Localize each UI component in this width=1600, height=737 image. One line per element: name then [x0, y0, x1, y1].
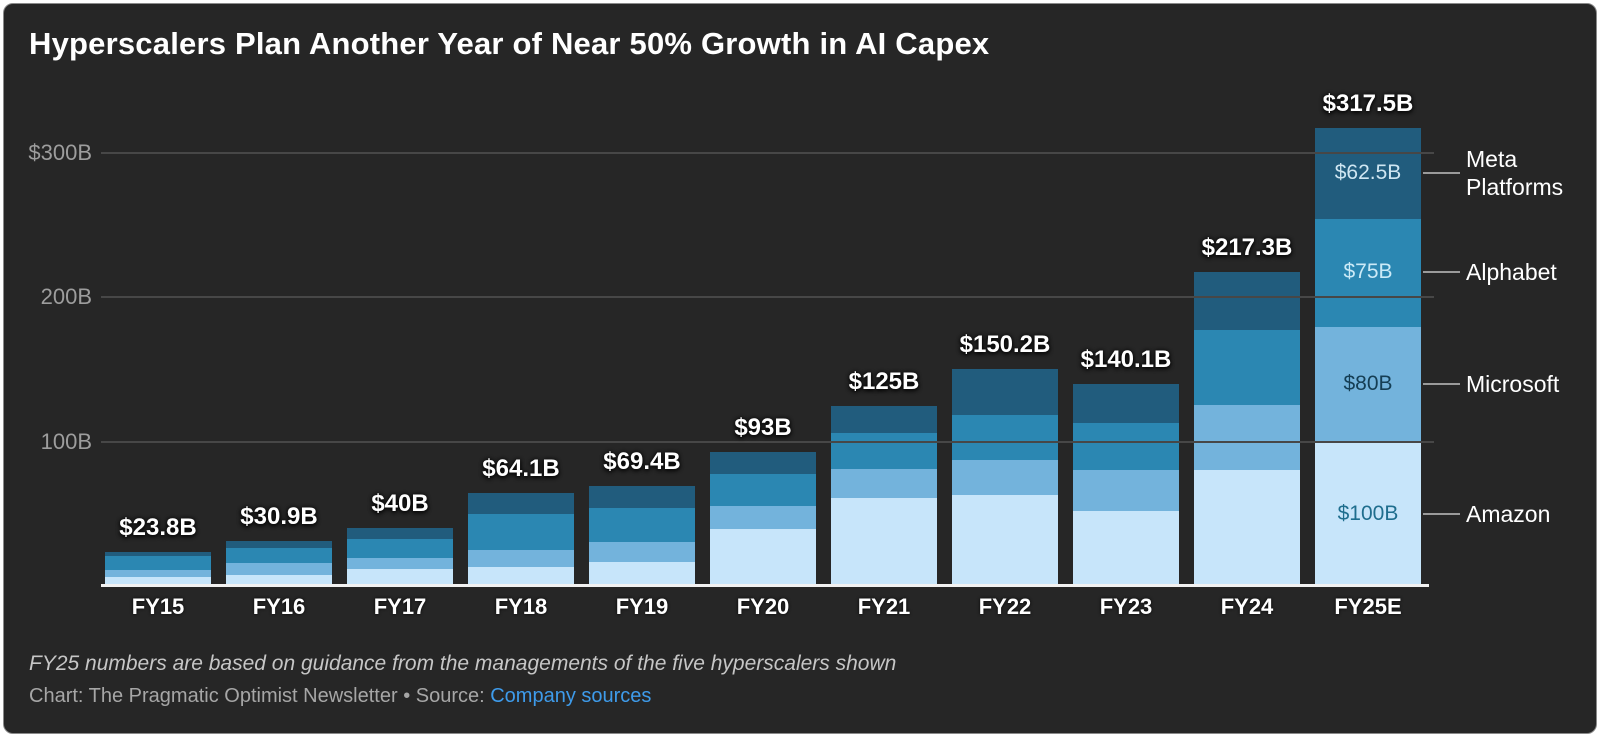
bar-FY18-segment-alphabet[interactable]	[468, 513, 574, 551]
bar-FY23-segment-amazon[interactable]	[1073, 509, 1179, 587]
bar-FY16-segment-alphabet[interactable]	[226, 547, 332, 564]
callout-line-microsoft	[1423, 382, 1460, 385]
company-sources-link[interactable]: Company sources	[490, 685, 652, 707]
bar-FY16-total-label: $30.9B	[240, 503, 318, 531]
credit-line: Chart: The Pragmatic Optimist Newsletter…	[29, 685, 651, 708]
bar-FY24-total-label: $217.3B	[1201, 234, 1293, 262]
series-label-alphabet: Alphabet	[1466, 259, 1557, 286]
bar-FY24-segment-amazon[interactable]	[1194, 468, 1300, 587]
bar-FY24-segment-meta-platforms[interactable]	[1194, 272, 1300, 330]
bar-FY18-total-label: $64.1B	[482, 455, 560, 483]
plot-area: $300B 200B 100B $23.8B FY15 $30.9B FY16 $40B FY1…	[4, 4, 1596, 733]
bar-FY15-segment-alphabet[interactable]	[105, 555, 211, 571]
bar-FY20-segment-amazon[interactable]	[710, 528, 816, 587]
x-tick-FY23: FY23	[1099, 594, 1153, 619]
series-label-amazon: Amazon	[1466, 500, 1551, 527]
bar-FY25E-segment-microsoft[interactable]	[1315, 326, 1421, 443]
bar-FY20-segment-alphabet[interactable]	[710, 473, 816, 506]
bar-FY22-total-label: $150.2B	[959, 331, 1051, 359]
bar-FY25E-total-label: $317.5B	[1322, 89, 1414, 117]
segment-value-label-alphabet: $75B	[1343, 260, 1393, 284]
x-tick-FY18: FY18	[494, 594, 548, 619]
bar-FY25E-segment-alphabet[interactable]	[1315, 217, 1421, 327]
bar-FY15-total-label: $23.8B	[119, 513, 197, 541]
x-tick-FY15: FY15	[131, 594, 185, 619]
y-tick-200: 200B	[40, 284, 92, 310]
bar-FY17-segment-meta-platforms[interactable]	[347, 528, 453, 539]
bar-FY21-segment-meta-platforms[interactable]	[831, 405, 937, 434]
bar-FY25E-segment-meta-platforms[interactable]	[1315, 127, 1421, 219]
credit-prefix: Chart: The Pragmatic Optimist Newsletter…	[29, 685, 491, 707]
bar-FY20-segment-meta-platforms[interactable]	[710, 451, 816, 475]
chart-card: Hyperscalers Plan Another Year of Near 5…	[3, 3, 1597, 734]
bar-FY21-total-label: $125B	[848, 367, 920, 395]
bar-FY21-segment-amazon[interactable]	[831, 497, 937, 587]
x-tick-FY25E: FY25E	[1334, 594, 1402, 619]
chart-title: Hyperscalers Plan Another Year of Near 5…	[29, 26, 990, 61]
bar-FY21-segment-alphabet[interactable]	[831, 432, 937, 469]
bar-FY24-segment-microsoft[interactable]	[1194, 404, 1300, 470]
bar-FY19-segment-amazon[interactable]	[589, 561, 695, 587]
segment-value-label-meta-platforms: $62.5B	[1334, 160, 1402, 184]
bar-FY23-segment-microsoft[interactable]	[1073, 469, 1179, 511]
bar-FY20-segment-microsoft[interactable]	[710, 505, 816, 529]
bar-FY22-segment-amazon[interactable]	[952, 494, 1058, 587]
gridline-100	[101, 440, 1434, 443]
bar-FY24-segment-alphabet[interactable]	[1194, 328, 1300, 406]
callout-line-meta-platforms	[1423, 171, 1460, 174]
bar-FY22-segment-microsoft[interactable]	[952, 459, 1058, 495]
bar-FY16-segment-meta-platforms[interactable]	[226, 541, 332, 549]
bar-FY16-segment-amazon[interactable]	[226, 574, 332, 587]
bar-FY17-segment-microsoft[interactable]	[347, 556, 453, 570]
x-tick-FY20: FY20	[736, 594, 790, 619]
bar-FY19-segment-alphabet[interactable]	[589, 507, 695, 543]
x-tick-FY22: FY22	[978, 594, 1032, 619]
y-tick-100: 100B	[40, 428, 92, 454]
segment-value-label-amazon: $100B	[1337, 501, 1399, 525]
bar-FY21-segment-microsoft[interactable]	[831, 468, 937, 499]
bar-FY23-segment-meta-platforms[interactable]	[1073, 383, 1179, 424]
x-tick-FY24: FY24	[1220, 594, 1274, 619]
bar-FY19-total-label: $69.4B	[603, 447, 681, 475]
bar-FY19-segment-microsoft[interactable]	[589, 541, 695, 563]
gridline-300	[101, 152, 1434, 154]
x-tick-FY19: FY19	[615, 594, 669, 619]
bar-FY17-total-label: $40B	[371, 490, 429, 518]
segment-value-label-microsoft: $80B	[1343, 371, 1393, 395]
y-tick-300: $300B	[28, 140, 92, 165]
bar-FY23-segment-alphabet[interactable]	[1073, 422, 1179, 470]
callout-line-amazon	[1423, 512, 1460, 515]
series-label-meta-platforms: Meta Platforms	[1466, 145, 1564, 200]
callout-line-alphabet	[1423, 271, 1460, 274]
bar-FY15-segment-meta-platforms[interactable]	[105, 551, 211, 556]
bar-FY18-segment-amazon[interactable]	[468, 566, 574, 587]
bar-FY23-total-label: $140.1B	[1080, 345, 1172, 373]
bar-FY17-segment-alphabet[interactable]	[347, 537, 453, 558]
gridline-200	[101, 296, 1434, 299]
bar-FY15-segment-microsoft[interactable]	[105, 569, 211, 578]
bar-FY19-segment-meta-platforms[interactable]	[589, 485, 695, 509]
x-axis-baseline	[101, 584, 1429, 587]
bar-FY25E-segment-amazon[interactable]	[1315, 441, 1421, 587]
bar-FY16-segment-microsoft[interactable]	[226, 562, 332, 576]
x-tick-FY17: FY17	[373, 594, 427, 619]
bar-FY22-segment-alphabet[interactable]	[952, 414, 1058, 461]
x-tick-FY21: FY21	[857, 594, 911, 619]
bar-FY22-segment-meta-platforms[interactable]	[952, 369, 1058, 415]
x-tick-FY16: FY16	[252, 594, 306, 619]
bar-FY17-segment-amazon[interactable]	[347, 568, 453, 587]
bar-FY20-total-label: $93B	[734, 413, 792, 441]
chart-footnote: FY25 numbers are based on guidance from …	[29, 652, 897, 675]
series-label-microsoft: Microsoft	[1466, 370, 1560, 397]
bar-FY18-segment-microsoft[interactable]	[468, 549, 574, 568]
bar-FY15-segment-amazon[interactable]	[105, 576, 211, 587]
bar-FY18-segment-meta-platforms[interactable]	[468, 493, 574, 515]
